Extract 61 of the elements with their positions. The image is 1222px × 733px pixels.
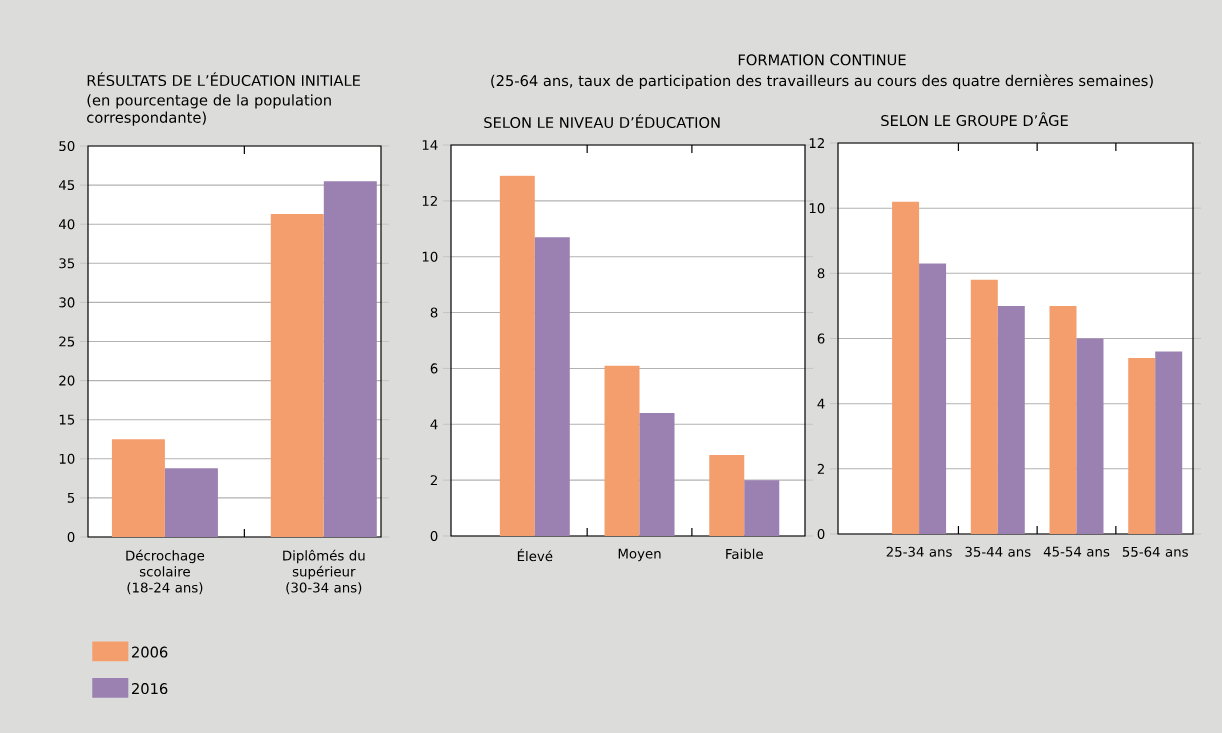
x-tick-label: 45-54 ans (1043, 546, 1110, 557)
chart-title: SELON LE NIVEAU D’ÉDUCATION (484, 114, 720, 129)
text: (25-64 ans, taux de participation des travailleurs au cours des quatre dernières semaines) (491, 74, 1153, 90)
bar (892, 201, 920, 534)
y-tick-label: 8 (817, 268, 825, 279)
bar (970, 279, 998, 534)
bar (270, 214, 324, 537)
y-tick-label: 0 (430, 530, 438, 542)
bar (604, 365, 640, 536)
y-tick-label: 12 (422, 195, 437, 206)
y-tick-label: 40 (58, 219, 75, 230)
y-tick-label: 20 (59, 375, 75, 386)
text: FORMATION CONTINUE (738, 54, 906, 66)
y-tick-label: 12 (809, 138, 824, 148)
bar (1155, 351, 1183, 534)
y-tick-label: 4 (817, 398, 825, 409)
y-tick-label: 14 (422, 140, 438, 150)
chart-title: SELON LE GROUPE D’ÂGE (881, 112, 1068, 127)
y-tick-label: 30 (59, 297, 75, 308)
y-tick-label: 35 (59, 258, 75, 269)
legend-label: 2016 (132, 683, 168, 695)
y-tick-label: 4 (430, 419, 438, 430)
x-tick-label: 35-44 ans (965, 546, 1031, 557)
x-tick-label: Diplômés du supérieur (30-34 ans) (283, 549, 365, 595)
bar (1049, 305, 1077, 534)
x-tick-label: Élevé (517, 548, 553, 562)
y-tick-label: 2 (817, 463, 824, 474)
y-tick-label: 0 (67, 531, 75, 543)
y-tick-label: 10 (422, 251, 438, 262)
y-tick-label: 6 (817, 333, 825, 344)
x-tick-label: 55-64 ans (1122, 546, 1188, 557)
bar (919, 263, 947, 534)
bar (499, 175, 535, 536)
chart-subtitle: (en pourcentage de la population correspondante) (87, 94, 331, 126)
bar (744, 480, 780, 536)
bar (997, 305, 1025, 534)
bar (1128, 358, 1156, 534)
bar (164, 468, 218, 537)
y-tick-label: 6 (430, 363, 438, 374)
x-tick-label: Moyen (618, 548, 661, 562)
bar (534, 237, 570, 536)
bar (323, 181, 377, 537)
bar (709, 455, 745, 536)
y-tick-label: 50 (59, 140, 75, 152)
legend-label: 2006 (132, 646, 168, 658)
bar (1076, 338, 1104, 534)
x-tick-label: Décrochage scolaire (18-24 ans) (126, 549, 205, 595)
y-tick-label: 8 (430, 307, 438, 318)
x-tick-label: Faible (726, 548, 763, 560)
chart-title: RÉSULTATS DE L’ÉDUCATION INITIALE (87, 72, 360, 87)
bar (111, 439, 165, 537)
x-tick-label: 25-34 ans (886, 546, 952, 557)
y-tick-label: 25 (59, 336, 75, 347)
y-tick-label: 45 (58, 180, 75, 191)
y-tick-label: 10 (809, 203, 825, 214)
y-tick-label: 10 (59, 453, 75, 464)
y-tick-label: 15 (59, 414, 75, 425)
y-tick-label: 2 (430, 475, 437, 486)
bar (639, 413, 675, 536)
y-tick-label: 0 (817, 528, 825, 540)
y-tick-label: 5 (67, 492, 75, 503)
